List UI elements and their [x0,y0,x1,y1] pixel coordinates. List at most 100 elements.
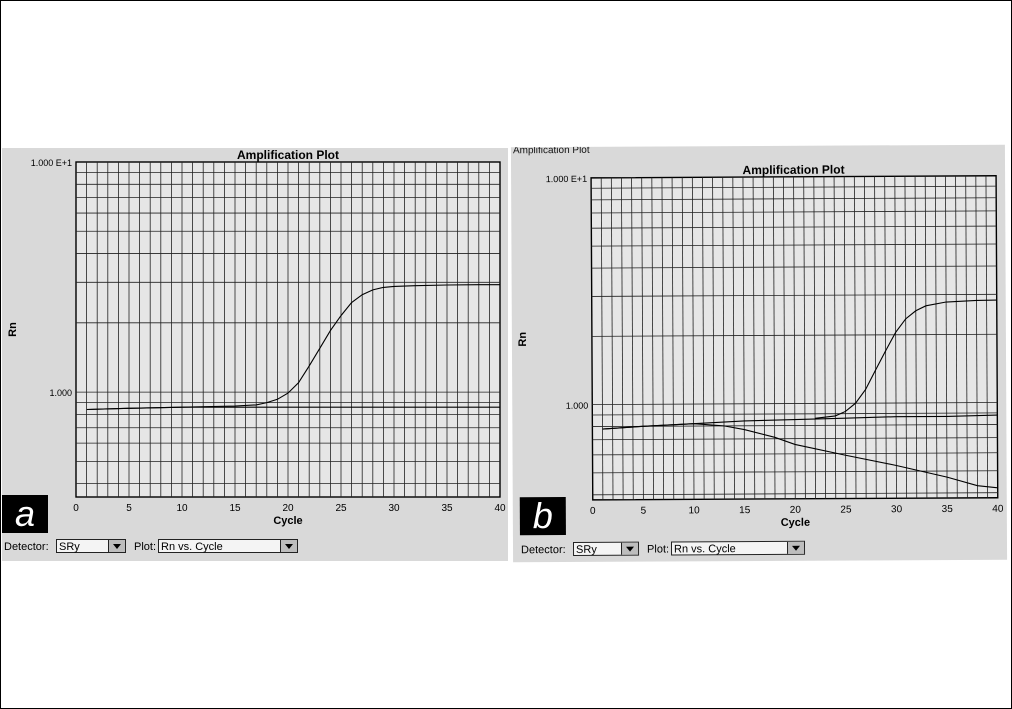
grid-line-vertical [914,176,918,499]
grid-line-vertical [955,175,958,498]
grid-line-vertical [965,175,968,498]
grid-line-vertical [600,177,604,500]
x-tick-label: 30 [388,503,400,514]
grid-line-horizontal [591,293,997,297]
x-tick-label: 20 [282,503,294,514]
panel-letter-b: b [519,495,566,536]
grid-line-vertical [621,177,624,500]
grid-line-vertical [783,176,786,499]
grid-line-vertical [610,177,614,500]
grid-line-vertical [904,176,908,499]
grid-line-vertical [691,177,695,500]
plot-select[interactable]: Rn vs. Cycle [158,539,298,553]
series-line-3 [602,414,998,430]
plot-label: Plot: [646,543,670,556]
grid-line-horizontal [591,185,997,189]
grid-line-horizontal [592,424,998,427]
detector-select-value: SRy [575,543,597,556]
grid-line-vertical [752,177,756,500]
detector-label: Detector: [520,544,566,557]
grid-line-vertical [732,177,735,500]
detector-select[interactable]: SRy [56,539,126,553]
x-tick-label: 10 [688,505,700,516]
x-tick-label: 5 [126,503,132,514]
x-tick-label: 35 [441,503,453,514]
chevron-down-icon[interactable] [280,540,297,552]
grid-line-vertical [934,176,938,499]
grid-line-horizontal [591,225,997,229]
chart-title: Amplification Plot [237,148,339,162]
grid-line-vertical [702,177,705,500]
chart-title: Amplification Plot [743,163,845,178]
grid-line-horizontal [592,470,998,474]
x-tick-label: 25 [335,503,347,514]
grid-line-vertical [894,176,897,499]
grid-line-horizontal [592,412,998,416]
y-axis-label: Rn [517,332,529,347]
grid-line-vertical [945,176,948,499]
detector-select[interactable]: SRy [572,541,640,556]
grid-line-vertical [641,177,644,500]
grid-line-vertical [924,176,928,499]
plot-select[interactable]: Rn vs. Cycle [670,540,806,556]
grid-line-vertical [833,176,837,499]
chevron-down-icon[interactable] [620,542,639,555]
grid-line-vertical [853,176,857,499]
grid-line-vertical [722,177,725,500]
grid-line-vertical [762,176,766,499]
x-tick-label: 40 [494,503,506,514]
grid-line-vertical [823,176,827,499]
plot-label: Plot: [134,541,157,553]
grid-line-vertical [864,176,867,499]
amplification-plot-a: 0 5 10 15 20 25 30 35 40 1.000 E+1 1.000 Amplificat… [7,148,506,527]
plot-select-value: Rn vs. Cycle [673,543,736,556]
panel-a: 0 5 10 15 20 25 30 35 40 1.000 E+1 1.000 Amplificat… [2,148,508,561]
series-line-2 [815,299,997,419]
toolbar-b: Detector: SRy Plot: Rn vs. Cycle [513,538,1007,561]
grid-line-vertical [661,177,665,500]
grid-line-vertical [742,177,746,500]
grid-line-horizontal [591,243,997,247]
x-tick-label: 0 [73,503,79,514]
grid-line-vertical [681,177,685,500]
x-tick-label: 30 [891,504,903,515]
x-tick-label: 40 [992,504,1004,515]
grid-line-vertical [813,176,816,499]
plot-select-value: Rn vs. Cycle [161,541,223,553]
grid-line-horizontal [592,402,998,405]
x-axis-label: Cycle [273,515,302,527]
grid-line-vertical [631,177,634,500]
grid-line-vertical [712,177,715,500]
y-tick-label: 1.000 E+1 [31,158,72,168]
x-tick-label: 5 [641,506,647,517]
grid-line-horizontal [591,333,997,337]
grid-line-vertical [884,176,887,499]
amplification-plot-b: 0 5 10 15 20 25 30 35 40 1.000 E+1 1.000 Amplificat… [517,163,1004,529]
x-tick-label: 25 [840,505,852,516]
x-tick-label: 20 [790,505,802,516]
x-tick-label: 15 [739,505,751,516]
panel-letter-a: a [2,495,48,533]
chevron-down-icon[interactable] [786,541,805,554]
detector-select-value: SRy [59,541,80,553]
x-tick-label: 10 [176,503,188,514]
grid-line-vertical [975,175,978,498]
grid-line-horizontal [591,197,997,201]
detector-label: Detector: [4,541,49,553]
grid-line-vertical [772,176,776,499]
grid-line-vertical [874,176,877,499]
x-tick-label: 35 [942,504,954,515]
grid-line-vertical [803,176,806,499]
y-tick-label: 1.000 E+1 [546,174,587,184]
panel-b: Amplification Plot 0 5 10 15 20 25 30 35 40 1.000… [510,144,1008,563]
x-tick-label: 15 [229,503,241,514]
grid-line-horizontal [592,452,998,456]
grid-line-vertical [985,175,989,498]
grid-line-vertical [793,176,796,499]
series-line-1 [86,284,500,411]
chevron-down-icon[interactable] [108,540,125,552]
toolbar-a: Detector: SRy Plot: Rn vs. Cycle [2,537,508,557]
grid-line-vertical [651,177,654,500]
grid-line-horizontal [592,492,998,496]
series-line-2 [86,406,500,411]
